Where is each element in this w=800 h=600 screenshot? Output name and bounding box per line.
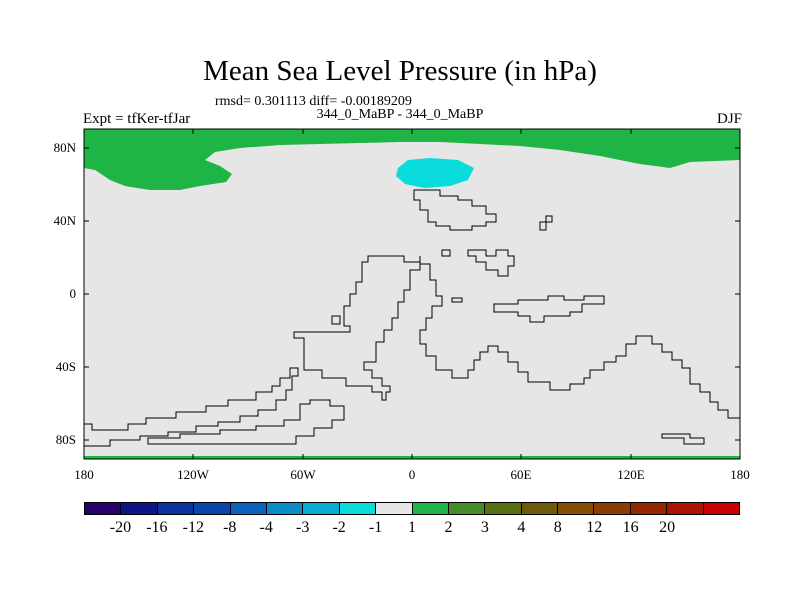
colorbar-label: -20 xyxy=(109,519,132,536)
negative-region xyxy=(396,158,474,188)
experiment-label: Expt = tfKer-tfJar xyxy=(83,111,191,127)
colorbar-box xyxy=(558,503,595,514)
lat-label-80n: 80N xyxy=(53,140,76,155)
colorbar-label: -4 xyxy=(259,519,273,536)
lat-label-eq: 0 xyxy=(69,286,77,301)
colorbar-label: -3 xyxy=(295,519,310,536)
lon-label-60e: 60E xyxy=(510,467,532,482)
lon-label-0: 0 xyxy=(408,467,416,482)
lat-label-40n: 40N xyxy=(53,213,76,228)
colorbar-label: -16 xyxy=(146,519,168,536)
plot-title: Mean Sea Level Pressure (in hPa) xyxy=(203,55,597,87)
colorbar xyxy=(84,502,740,515)
colorbar-box xyxy=(703,503,740,514)
lon-label-120e: 120E xyxy=(617,467,645,482)
colorbar-label: -1 xyxy=(368,519,383,536)
colorbar-label: 3 xyxy=(480,519,489,536)
colorbar-label: 8 xyxy=(553,519,562,536)
colorbar-label: 16 xyxy=(622,519,639,536)
axis-ticks xyxy=(84,129,740,459)
colorbar-box xyxy=(376,503,413,514)
colorbar-box xyxy=(594,503,631,514)
colorbar-label: 2 xyxy=(444,519,453,536)
lon-label-180w: 180 xyxy=(74,467,94,482)
colorbar-box xyxy=(412,503,449,514)
colorbar-box xyxy=(630,503,668,514)
lon-label-180e: 180 xyxy=(730,467,750,482)
colorbar-box xyxy=(230,503,267,514)
colorbar-box xyxy=(339,503,377,514)
colorbar-label: -8 xyxy=(223,519,237,536)
colorbar-label: -2 xyxy=(332,519,346,536)
colorbar-label: -12 xyxy=(182,519,204,536)
colorbar-label: 12 xyxy=(586,519,603,536)
lon-label-120w: 120W xyxy=(177,467,209,482)
colorbar-box xyxy=(85,503,122,514)
stats-string: rmsd= 0.301113 diff= -0.00189209 xyxy=(215,94,412,109)
colorbar-box xyxy=(667,503,704,514)
colorbar-box xyxy=(303,503,340,514)
colorbar-box xyxy=(448,503,486,514)
positive-region-north xyxy=(84,129,740,190)
lat-label-80s: 80S xyxy=(55,432,76,447)
lon-label-60w: 60W xyxy=(290,467,316,482)
colorbar-label: 20 xyxy=(659,519,676,536)
colorbar-box xyxy=(194,503,231,514)
colorbar-box xyxy=(121,503,158,514)
colorbar-box xyxy=(266,503,304,514)
colorbar-box xyxy=(485,503,522,514)
colorbar-box xyxy=(521,503,559,514)
coastlines xyxy=(84,189,740,447)
center-label: 344_0_MaBP - 344_0_MaBP xyxy=(316,107,484,122)
lat-label-40s: 40S xyxy=(55,359,76,374)
season-label: DJF xyxy=(716,111,742,127)
colorbar-box xyxy=(157,503,195,514)
colorbar-label: 1 xyxy=(408,519,416,536)
colorbar-label: 4 xyxy=(517,519,526,536)
